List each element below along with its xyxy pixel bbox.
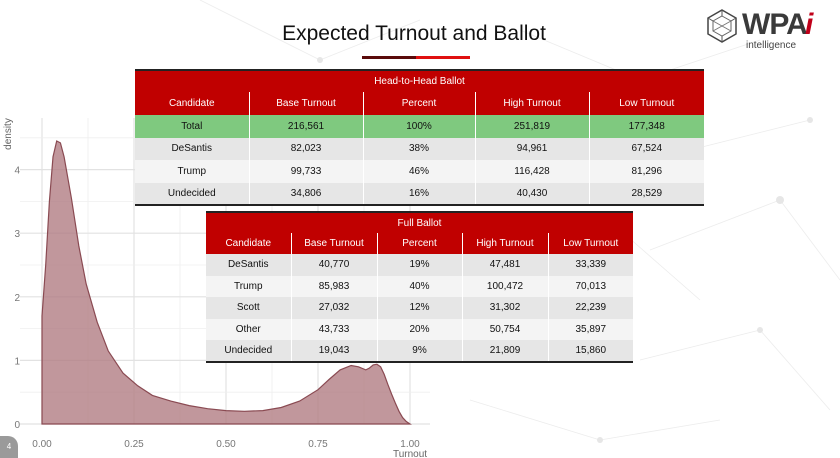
table-cell: 31,302 xyxy=(461,297,548,319)
title-underline-red xyxy=(416,56,470,59)
table-row: DeSantis 40,770 19% 47,481 33,339 xyxy=(206,254,633,276)
table-cell: 22,239 xyxy=(547,297,633,319)
x-tick-label: 1.00 xyxy=(400,439,420,450)
table-cell: 12% xyxy=(376,297,462,319)
table-cell: 85,983 xyxy=(290,275,377,298)
table-cell: 100% xyxy=(362,115,475,138)
table-cell: 20% xyxy=(376,318,462,341)
column-header: Candidate xyxy=(206,233,291,254)
table-cell: Trump xyxy=(206,275,291,298)
table-cell: 19,043 xyxy=(290,340,377,363)
page-number: 4 xyxy=(0,436,18,458)
table-cell: 16% xyxy=(362,182,475,206)
table-cell: 177,348 xyxy=(588,115,704,138)
table-cell: 19% xyxy=(376,254,462,276)
table-row: Total 216,561 100% 251,819 177,348 xyxy=(135,115,704,138)
table-header-row: Candidate Base Turnout Percent High Turnout… xyxy=(206,233,633,254)
table-cell: DeSantis xyxy=(206,254,291,276)
table-cell: 34,806 xyxy=(248,182,363,206)
table-caption: Full Ballot xyxy=(206,211,633,233)
table-row: DeSantis 82,023 38% 94,961 67,524 xyxy=(135,137,704,160)
table-cell: 81,296 xyxy=(588,160,704,183)
table-row: Trump 85,983 40% 100,472 70,013 xyxy=(206,275,633,298)
table-cell: DeSantis xyxy=(135,137,249,160)
logo-subtitle: intelligence xyxy=(746,40,797,51)
table-cell: 47,481 xyxy=(461,254,548,276)
table-cell: 216,561 xyxy=(248,115,363,138)
table-cell: 70,013 xyxy=(547,275,633,298)
head-to-head-table: Head-to-Head Ballot Candidate Base Turnout… xyxy=(135,69,704,206)
column-header: High Turnout xyxy=(461,233,548,254)
y-axis-label: density xyxy=(3,118,14,150)
table-cell: 28,529 xyxy=(588,182,704,206)
table-cell: 40% xyxy=(376,275,462,298)
table-cell: 100,472 xyxy=(461,275,548,298)
table-cell: 40,430 xyxy=(474,182,589,206)
table-cell: Total xyxy=(135,115,249,138)
y-tick-label: 3 xyxy=(14,229,20,240)
table-row: Other 43,733 20% 50,754 35,897 xyxy=(206,318,633,341)
slide-title: Expected Turnout and Ballot xyxy=(282,22,546,45)
table-cell: Scott xyxy=(206,297,291,319)
x-axis-label: Turnout xyxy=(393,449,427,458)
y-tick-label: 2 xyxy=(14,293,20,304)
y-tick-label: 1 xyxy=(14,356,20,367)
x-tick-label: 0.75 xyxy=(308,439,328,450)
column-header: High Turnout xyxy=(474,92,589,115)
wpa-logo: WPA i intelligence xyxy=(702,6,834,56)
table-cell: 33,339 xyxy=(547,254,633,276)
table-cell: 21,809 xyxy=(461,340,548,363)
table-row: Undecided 34,806 16% 40,430 28,529 xyxy=(135,182,704,206)
table-cell: 43,733 xyxy=(290,318,377,341)
column-header: Base Turnout xyxy=(248,92,363,115)
column-header: Candidate xyxy=(135,92,249,115)
table-cell: 50,754 xyxy=(461,318,548,341)
table-cell: 27,032 xyxy=(290,297,377,319)
y-tick-label: 0 xyxy=(14,420,20,431)
y-tick-label: 4 xyxy=(14,166,20,177)
column-header: Base Turnout xyxy=(290,233,377,254)
table-row: Trump 99,733 46% 116,428 81,296 xyxy=(135,160,704,183)
table-cell: 40,770 xyxy=(290,254,377,276)
table-cell: 94,961 xyxy=(474,137,589,160)
table-row: Undecided 19,043 9% 21,809 15,860 xyxy=(206,340,633,363)
table-cell: Undecided xyxy=(135,182,249,206)
table-cell: 82,023 xyxy=(248,137,363,160)
x-tick-label: 0.25 xyxy=(124,439,144,450)
table-cell: Undecided xyxy=(206,340,291,363)
table-cell: 67,524 xyxy=(588,137,704,160)
table-cell: Other xyxy=(206,318,291,341)
title-underline-dark xyxy=(362,56,416,59)
table-cell: 38% xyxy=(362,137,475,160)
table-caption-row: Head-to-Head Ballot xyxy=(135,69,704,92)
table-cell: Trump xyxy=(135,160,249,183)
x-tick-label: 0.00 xyxy=(32,439,52,450)
density-area xyxy=(41,140,412,425)
polyhedron-icon xyxy=(707,9,737,43)
logo-brand: WPA xyxy=(742,8,808,41)
table-cell: 251,819 xyxy=(474,115,589,138)
table-row: Scott 27,032 12% 31,302 22,239 xyxy=(206,297,633,319)
column-header: Percent xyxy=(362,92,475,115)
x-tick-label: 0.50 xyxy=(216,439,236,450)
table-caption: Head-to-Head Ballot xyxy=(135,69,704,92)
table-cell: 15,860 xyxy=(547,340,633,363)
table-header-row: Candidate Base Turnout Percent High Turnout… xyxy=(135,92,704,115)
column-header: Low Turnout xyxy=(588,92,704,115)
table-cell: 9% xyxy=(376,340,462,363)
full-ballot-table: Full Ballot Candidate Base Turnout Percent H… xyxy=(206,211,633,363)
table-cell: 116,428 xyxy=(474,160,589,183)
logo-mark: i xyxy=(805,8,814,41)
column-header: Percent xyxy=(376,233,462,254)
table-caption-row: Full Ballot xyxy=(206,211,633,233)
column-header: Low Turnout xyxy=(547,233,633,254)
table-cell: 46% xyxy=(362,160,475,183)
table-cell: 35,897 xyxy=(547,318,633,341)
table-cell: 99,733 xyxy=(248,160,363,183)
